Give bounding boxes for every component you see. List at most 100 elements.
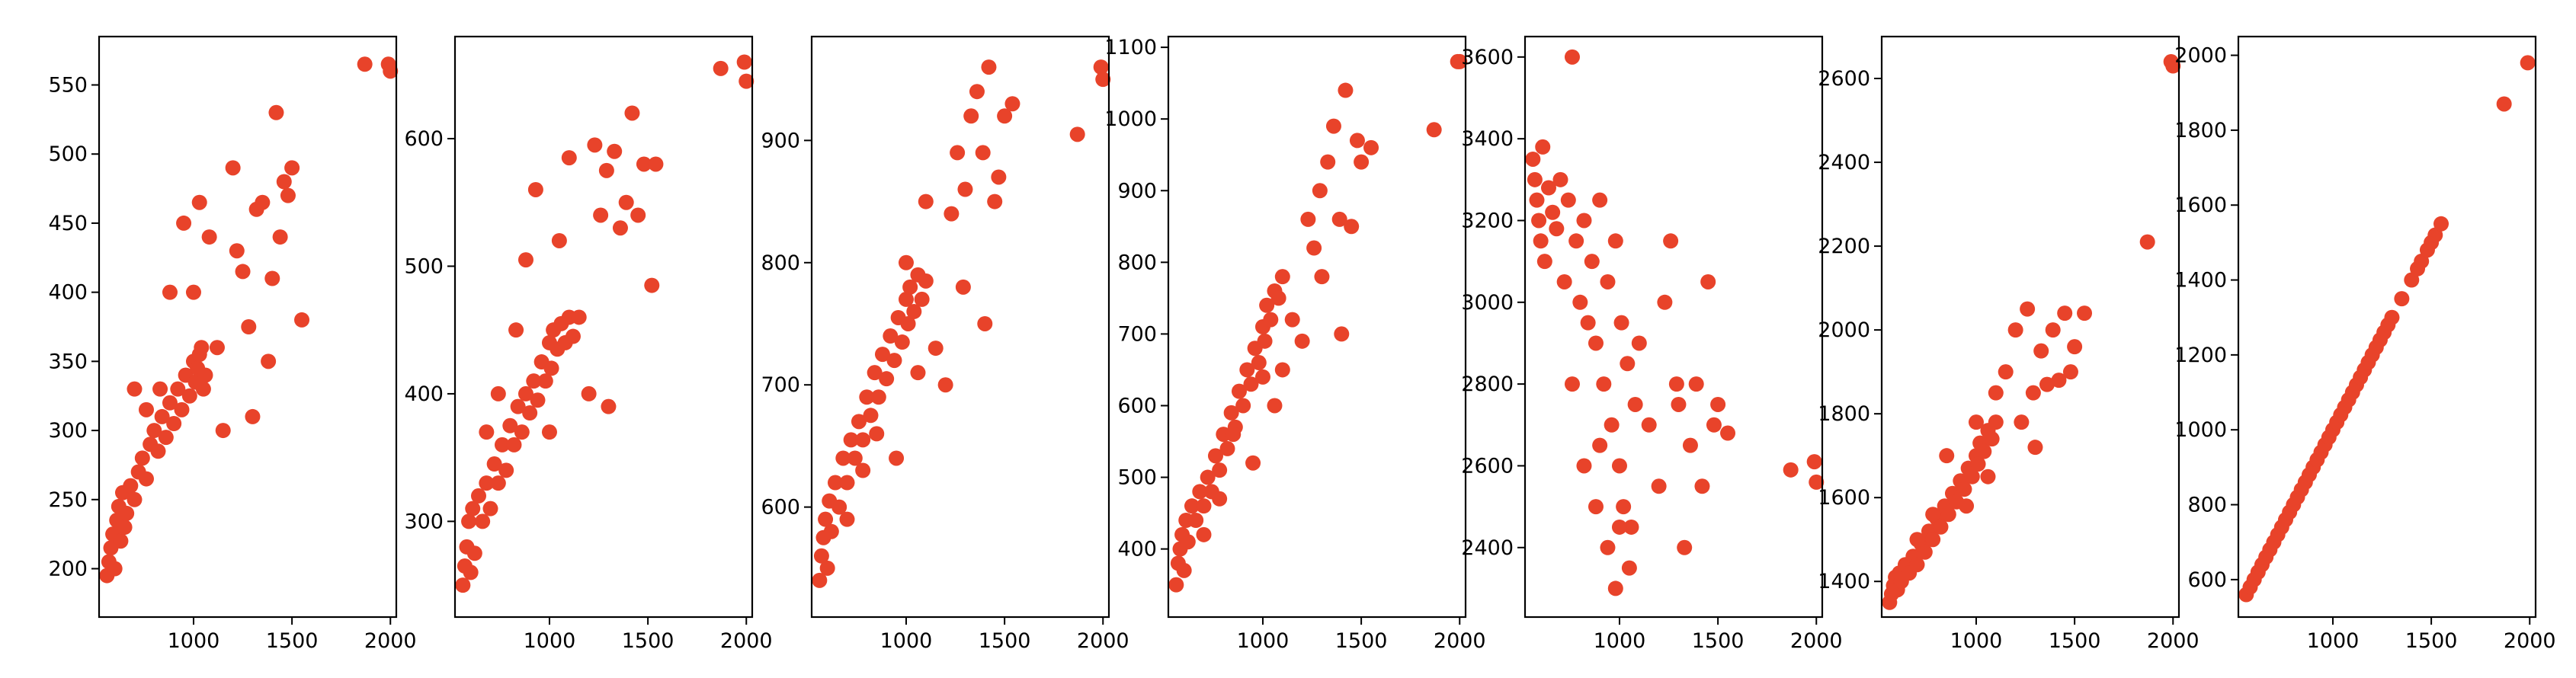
- data-point: [1576, 458, 1592, 474]
- data-point: [1069, 126, 1085, 142]
- data-point: [2077, 305, 2093, 321]
- data-point: [494, 437, 510, 453]
- data-point: [847, 450, 863, 466]
- data-point: [839, 511, 855, 527]
- y-tick-label: 2800: [1461, 373, 1514, 396]
- x-tick-label: 2000: [1077, 629, 1129, 653]
- data-point: [1243, 376, 1259, 392]
- data-point: [255, 194, 271, 210]
- y-tick-label: 2200: [1818, 235, 1870, 258]
- data-point: [1235, 398, 1251, 414]
- data-point: [1700, 273, 1716, 289]
- data-point: [1535, 139, 1551, 155]
- axes-frame: [98, 35, 398, 619]
- data-point: [1616, 499, 1632, 515]
- data-point: [2384, 309, 2400, 325]
- data-point: [1192, 484, 1208, 500]
- data-point: [1331, 211, 1347, 227]
- data-point: [1613, 315, 1629, 331]
- data-point: [1270, 290, 1286, 306]
- data-point: [831, 499, 847, 515]
- scatter-panel-1: 1000 1500 2000 200 250 300 350 400 450 500 550: [48, 35, 417, 653]
- data-point: [1998, 364, 2014, 380]
- data-point: [1231, 383, 1247, 399]
- data-point: [975, 145, 991, 161]
- data-point: [587, 137, 603, 153]
- data-point: [1196, 498, 1212, 514]
- data-point: [1720, 425, 1736, 441]
- data-point: [879, 371, 895, 387]
- y-tick-label: 300: [48, 419, 88, 443]
- data-point: [1259, 297, 1275, 313]
- data-point: [957, 181, 973, 197]
- x-tick-label: 2000: [1790, 629, 1843, 653]
- data-point: [272, 229, 288, 245]
- data-point: [138, 401, 154, 417]
- data-point: [889, 450, 905, 466]
- data-point: [1196, 526, 1212, 542]
- x-tick-label: 2000: [364, 629, 417, 653]
- data-point: [874, 347, 890, 363]
- data-point: [1314, 269, 1330, 285]
- data-point: [1641, 417, 1657, 433]
- data-point: [1180, 534, 1196, 550]
- y-tick-label: 600: [761, 496, 800, 520]
- data-point: [1651, 478, 1667, 494]
- axes-frame: [1523, 35, 1824, 619]
- data-point: [1093, 59, 1109, 75]
- y-tick-label: 1800: [2174, 119, 2227, 142]
- data-point: [506, 437, 522, 453]
- data-point: [612, 220, 628, 236]
- data-point: [1549, 221, 1565, 237]
- data-point: [195, 381, 211, 397]
- data-point: [154, 408, 170, 424]
- data-point: [851, 414, 867, 430]
- data-point: [1349, 133, 1365, 149]
- data-point: [1254, 369, 1270, 385]
- x-tick-label: 1000: [524, 629, 576, 653]
- data-point: [636, 156, 652, 172]
- data-point: [127, 381, 143, 397]
- data-point: [1604, 417, 1620, 433]
- data-point: [134, 450, 150, 466]
- data-point: [1274, 362, 1290, 378]
- data-point: [1980, 469, 1996, 485]
- data-point: [1694, 478, 1710, 494]
- data-point: [455, 577, 471, 593]
- data-point: [1668, 376, 1684, 392]
- data-point: [648, 156, 664, 172]
- data-point: [1607, 580, 1623, 596]
- data-point: [2404, 272, 2420, 288]
- data-point: [859, 389, 875, 405]
- data-point: [543, 360, 559, 376]
- scatter-panel-6: 1000 1500 2000 1400 1600 1800 2000 2200 2400 2600: [1818, 35, 2200, 653]
- x-tick-label: 1500: [1692, 629, 1745, 653]
- data-point: [1312, 183, 1328, 199]
- data-point: [138, 471, 154, 487]
- data-point: [869, 426, 885, 442]
- data-point: [475, 513, 491, 529]
- data-point: [823, 523, 839, 539]
- data-point: [479, 424, 495, 440]
- data-point: [571, 309, 587, 325]
- data-point: [981, 59, 997, 75]
- data-point: [1584, 254, 1600, 270]
- data-point: [630, 207, 646, 223]
- data-point: [1572, 294, 1588, 310]
- data-point: [1956, 481, 1972, 497]
- data-point: [123, 478, 139, 494]
- data-point: [2496, 96, 2512, 112]
- data-point: [502, 417, 518, 433]
- data-point: [618, 194, 634, 210]
- data-point: [1576, 213, 1592, 229]
- data-point: [1925, 507, 1941, 523]
- data-point: [1682, 437, 1698, 453]
- data-point: [2067, 339, 2083, 355]
- y-tick-label: 2600: [1461, 454, 1514, 478]
- data-point: [1529, 192, 1545, 208]
- data-point: [1917, 544, 1933, 560]
- y-tick-label: 350: [48, 350, 88, 373]
- x-tick-label: 2000: [720, 629, 773, 653]
- data-point: [479, 475, 495, 491]
